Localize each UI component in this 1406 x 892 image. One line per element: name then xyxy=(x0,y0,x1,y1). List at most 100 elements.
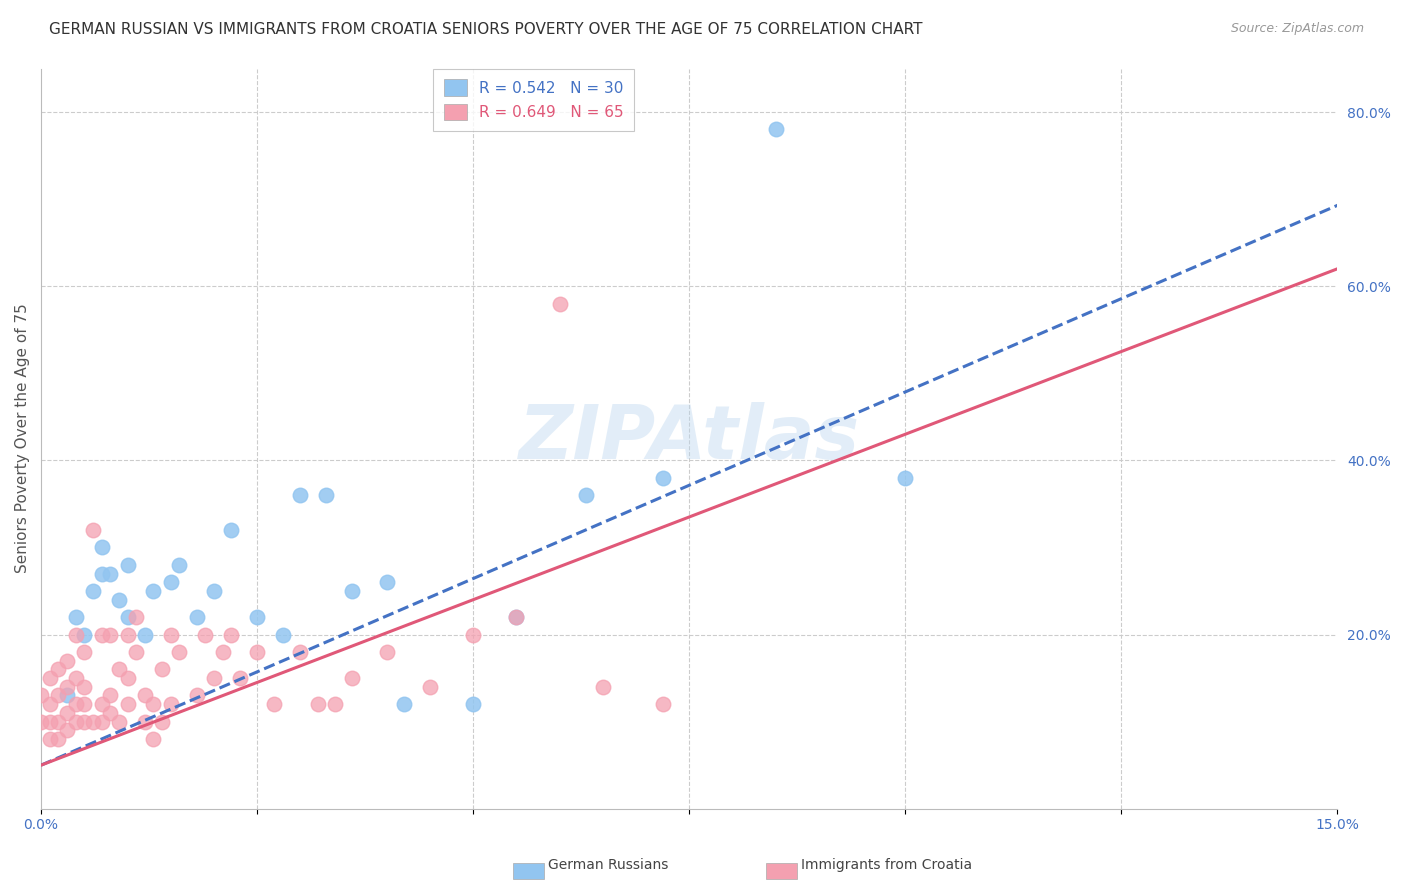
Point xyxy=(307,697,329,711)
Point xyxy=(98,627,121,641)
Point xyxy=(65,697,87,711)
Point xyxy=(134,627,156,641)
Point xyxy=(90,566,112,581)
Point xyxy=(202,671,225,685)
Point xyxy=(73,627,96,641)
Point xyxy=(65,714,87,729)
Point xyxy=(82,523,104,537)
Point xyxy=(48,714,70,729)
Point xyxy=(38,731,60,746)
Point xyxy=(117,671,139,685)
Point xyxy=(48,731,70,746)
Point xyxy=(90,541,112,555)
Point xyxy=(98,689,121,703)
Point xyxy=(375,575,398,590)
Point xyxy=(186,689,208,703)
Point xyxy=(290,488,312,502)
Point xyxy=(65,671,87,685)
Point xyxy=(38,714,60,729)
Point xyxy=(117,610,139,624)
Point xyxy=(263,697,285,711)
Legend: R = 0.542   N = 30, R = 0.649   N = 65: R = 0.542 N = 30, R = 0.649 N = 65 xyxy=(433,69,634,131)
Point xyxy=(142,731,165,746)
Point xyxy=(73,680,96,694)
Point xyxy=(108,714,131,729)
Y-axis label: Seniors Poverty Over the Age of 75: Seniors Poverty Over the Age of 75 xyxy=(15,303,30,574)
Point xyxy=(246,645,269,659)
Point xyxy=(271,627,294,641)
Point xyxy=(592,680,614,694)
Point xyxy=(30,714,52,729)
Text: Immigrants from Croatia: Immigrants from Croatia xyxy=(801,858,973,872)
Point xyxy=(219,627,242,641)
Point xyxy=(56,680,79,694)
Point xyxy=(375,645,398,659)
Point xyxy=(90,627,112,641)
Point xyxy=(125,610,148,624)
Point xyxy=(108,662,131,676)
Point xyxy=(315,488,337,502)
Point xyxy=(652,697,675,711)
Point xyxy=(219,523,242,537)
Point xyxy=(73,645,96,659)
Point xyxy=(30,689,52,703)
Point xyxy=(125,645,148,659)
Point xyxy=(211,645,233,659)
Point xyxy=(117,558,139,572)
Point xyxy=(82,584,104,599)
Point xyxy=(142,584,165,599)
Point xyxy=(90,714,112,729)
Point xyxy=(90,697,112,711)
Point xyxy=(38,671,60,685)
Text: ZIPAtlas: ZIPAtlas xyxy=(519,402,860,475)
Point xyxy=(150,662,173,676)
Point xyxy=(419,680,441,694)
Point xyxy=(117,627,139,641)
Point xyxy=(134,714,156,729)
Point xyxy=(342,584,364,599)
Point xyxy=(38,697,60,711)
Text: German Russians: German Russians xyxy=(548,858,669,872)
Point xyxy=(246,610,269,624)
Point xyxy=(134,689,156,703)
Point xyxy=(65,627,87,641)
Point xyxy=(463,627,485,641)
Point xyxy=(574,488,596,502)
Point xyxy=(82,714,104,729)
Point xyxy=(202,584,225,599)
Point xyxy=(186,610,208,624)
Point xyxy=(150,714,173,729)
Point xyxy=(56,723,79,738)
Point xyxy=(169,558,191,572)
Point xyxy=(98,566,121,581)
Point xyxy=(142,697,165,711)
Point xyxy=(505,610,527,624)
Point xyxy=(548,296,571,310)
Point xyxy=(169,645,191,659)
Point xyxy=(117,697,139,711)
Point xyxy=(56,706,79,720)
Point xyxy=(290,645,312,659)
Point xyxy=(159,627,181,641)
Point xyxy=(65,610,87,624)
Point xyxy=(159,697,181,711)
Point xyxy=(108,592,131,607)
Point xyxy=(505,610,527,624)
Point xyxy=(323,697,346,711)
Point xyxy=(652,471,675,485)
Point xyxy=(229,671,252,685)
Point xyxy=(56,689,79,703)
Point xyxy=(48,662,70,676)
Point xyxy=(98,706,121,720)
Point xyxy=(194,627,217,641)
Point xyxy=(463,697,485,711)
Point xyxy=(159,575,181,590)
Point xyxy=(56,654,79,668)
Point xyxy=(392,697,415,711)
Point xyxy=(73,697,96,711)
Point xyxy=(894,471,917,485)
Point xyxy=(48,689,70,703)
Point xyxy=(342,671,364,685)
Point xyxy=(73,714,96,729)
Text: GERMAN RUSSIAN VS IMMIGRANTS FROM CROATIA SENIORS POVERTY OVER THE AGE OF 75 COR: GERMAN RUSSIAN VS IMMIGRANTS FROM CROATI… xyxy=(49,22,922,37)
